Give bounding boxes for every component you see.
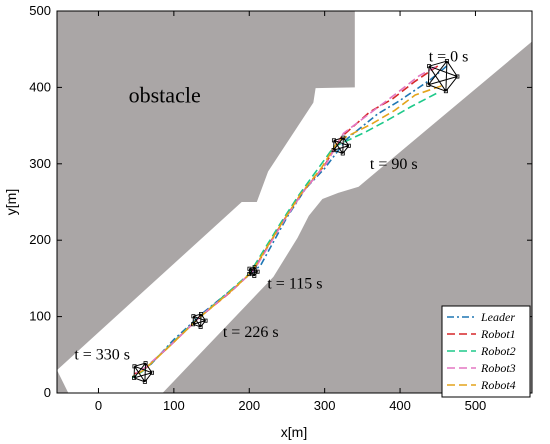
robot-marker — [444, 59, 449, 64]
time-annotation: t = 0 s — [429, 48, 469, 65]
y-axis-label: y[m] — [3, 189, 19, 215]
obstacle-regions — [57, 11, 532, 393]
robot-marker — [255, 269, 260, 274]
robot-marker — [132, 375, 137, 380]
formation-1 — [426, 59, 460, 94]
formation-link — [249, 273, 255, 277]
x-tick-label: 100 — [163, 398, 185, 413]
formation-link — [446, 60, 458, 77]
robot-marker — [203, 318, 208, 323]
formation-link — [192, 320, 206, 325]
formation-link — [333, 145, 349, 151]
robot-marker — [443, 89, 448, 94]
formation-link — [427, 66, 430, 85]
formation-link — [427, 60, 448, 86]
robot-marker — [455, 74, 460, 79]
robot-marker — [341, 135, 346, 140]
x-axis-label: x[m] — [281, 424, 307, 440]
formation-link — [333, 140, 344, 154]
y-tick-label: 100 — [29, 309, 51, 324]
legend-entry: Robot3 — [480, 361, 516, 375]
robot-marker — [143, 361, 148, 366]
legend-box — [441, 305, 531, 398]
formation-link — [253, 271, 258, 277]
y-tick-label: 300 — [29, 156, 51, 171]
formation-3 — [247, 265, 260, 278]
robot-marker — [142, 379, 147, 384]
legend-entry: Leader — [480, 310, 515, 324]
formation-link — [445, 76, 458, 92]
formation-4 — [191, 312, 208, 329]
y-tick-label: 500 — [29, 3, 51, 18]
time-annotation: t = 115 s — [267, 275, 322, 292]
formation-2 — [331, 135, 351, 156]
time-annotations: t = 0 s t = 90 s t = 115 s t = 226 s t = 330… — [74, 48, 468, 363]
obstacle-3 — [162, 41, 532, 393]
x-tick-label: 200 — [238, 398, 260, 413]
formation-link — [144, 363, 147, 382]
formation-link — [133, 362, 146, 379]
time-annotation: t = 90 s — [370, 156, 418, 173]
formation-link — [445, 61, 448, 92]
formation-link — [342, 137, 344, 154]
legend-entry: Robot2 — [480, 344, 516, 358]
legend-entry: Robot1 — [480, 327, 516, 341]
formation-link — [200, 320, 206, 328]
trajectory-lines — [131, 65, 448, 379]
formation-link — [428, 84, 447, 92]
robot-marker — [331, 138, 336, 143]
robot-marker — [198, 324, 203, 329]
formation-link — [134, 366, 146, 383]
robot-marker — [149, 370, 154, 375]
robot-marker — [199, 312, 204, 317]
legend: Leader Robot1 Robot2 Robot3 Robot4 — [441, 305, 531, 398]
robot-marker — [252, 265, 257, 270]
time-annotation: t = 330 s — [74, 346, 130, 363]
series-robot3 — [135, 66, 436, 374]
formation-5 — [132, 361, 154, 384]
robot-marker — [340, 151, 345, 156]
plot-frame — [56, 10, 533, 394]
x-tick-label: 0 — [95, 398, 102, 413]
obstacle-1 — [57, 11, 355, 371]
formation-link — [133, 372, 153, 379]
formation-link — [333, 139, 349, 147]
obstacle-label: obstacle — [129, 83, 201, 108]
legend-entry: Robot4 — [480, 378, 516, 392]
x-tick-label: 500 — [465, 398, 487, 413]
formation-link — [428, 65, 447, 92]
formation-link — [333, 137, 344, 151]
robot-marker — [247, 272, 252, 277]
robot-marker — [247, 266, 252, 271]
y-tick-label: 400 — [29, 79, 51, 94]
robot-marker — [426, 82, 431, 87]
formation-link — [254, 266, 258, 272]
robot-marker — [346, 143, 351, 148]
formation-link — [249, 268, 255, 277]
y-tick-label: 0 — [44, 385, 51, 400]
formation-link — [248, 266, 255, 275]
robot-marker — [191, 322, 196, 327]
formation-link — [200, 313, 206, 321]
x-tick-label: 300 — [314, 398, 336, 413]
formation-markers — [132, 59, 460, 384]
x-tick-label: 400 — [389, 398, 411, 413]
time-annotation: t = 226 s — [223, 324, 279, 341]
formation-link — [428, 60, 448, 67]
formation-link — [428, 65, 458, 77]
robot-marker — [132, 364, 137, 369]
robot-marker — [191, 314, 196, 319]
formation-link — [249, 266, 255, 270]
y-tick-label: 200 — [29, 232, 51, 247]
robot-marker — [331, 148, 336, 153]
robot-marker — [427, 64, 432, 69]
robot-marker — [252, 273, 257, 278]
formation-link — [428, 76, 458, 86]
y-axis-ticks: 0 100 200 300 400 500 — [29, 3, 532, 400]
formation-link — [193, 315, 206, 322]
formation-link — [134, 365, 153, 374]
obstacle-2 — [57, 370, 69, 393]
